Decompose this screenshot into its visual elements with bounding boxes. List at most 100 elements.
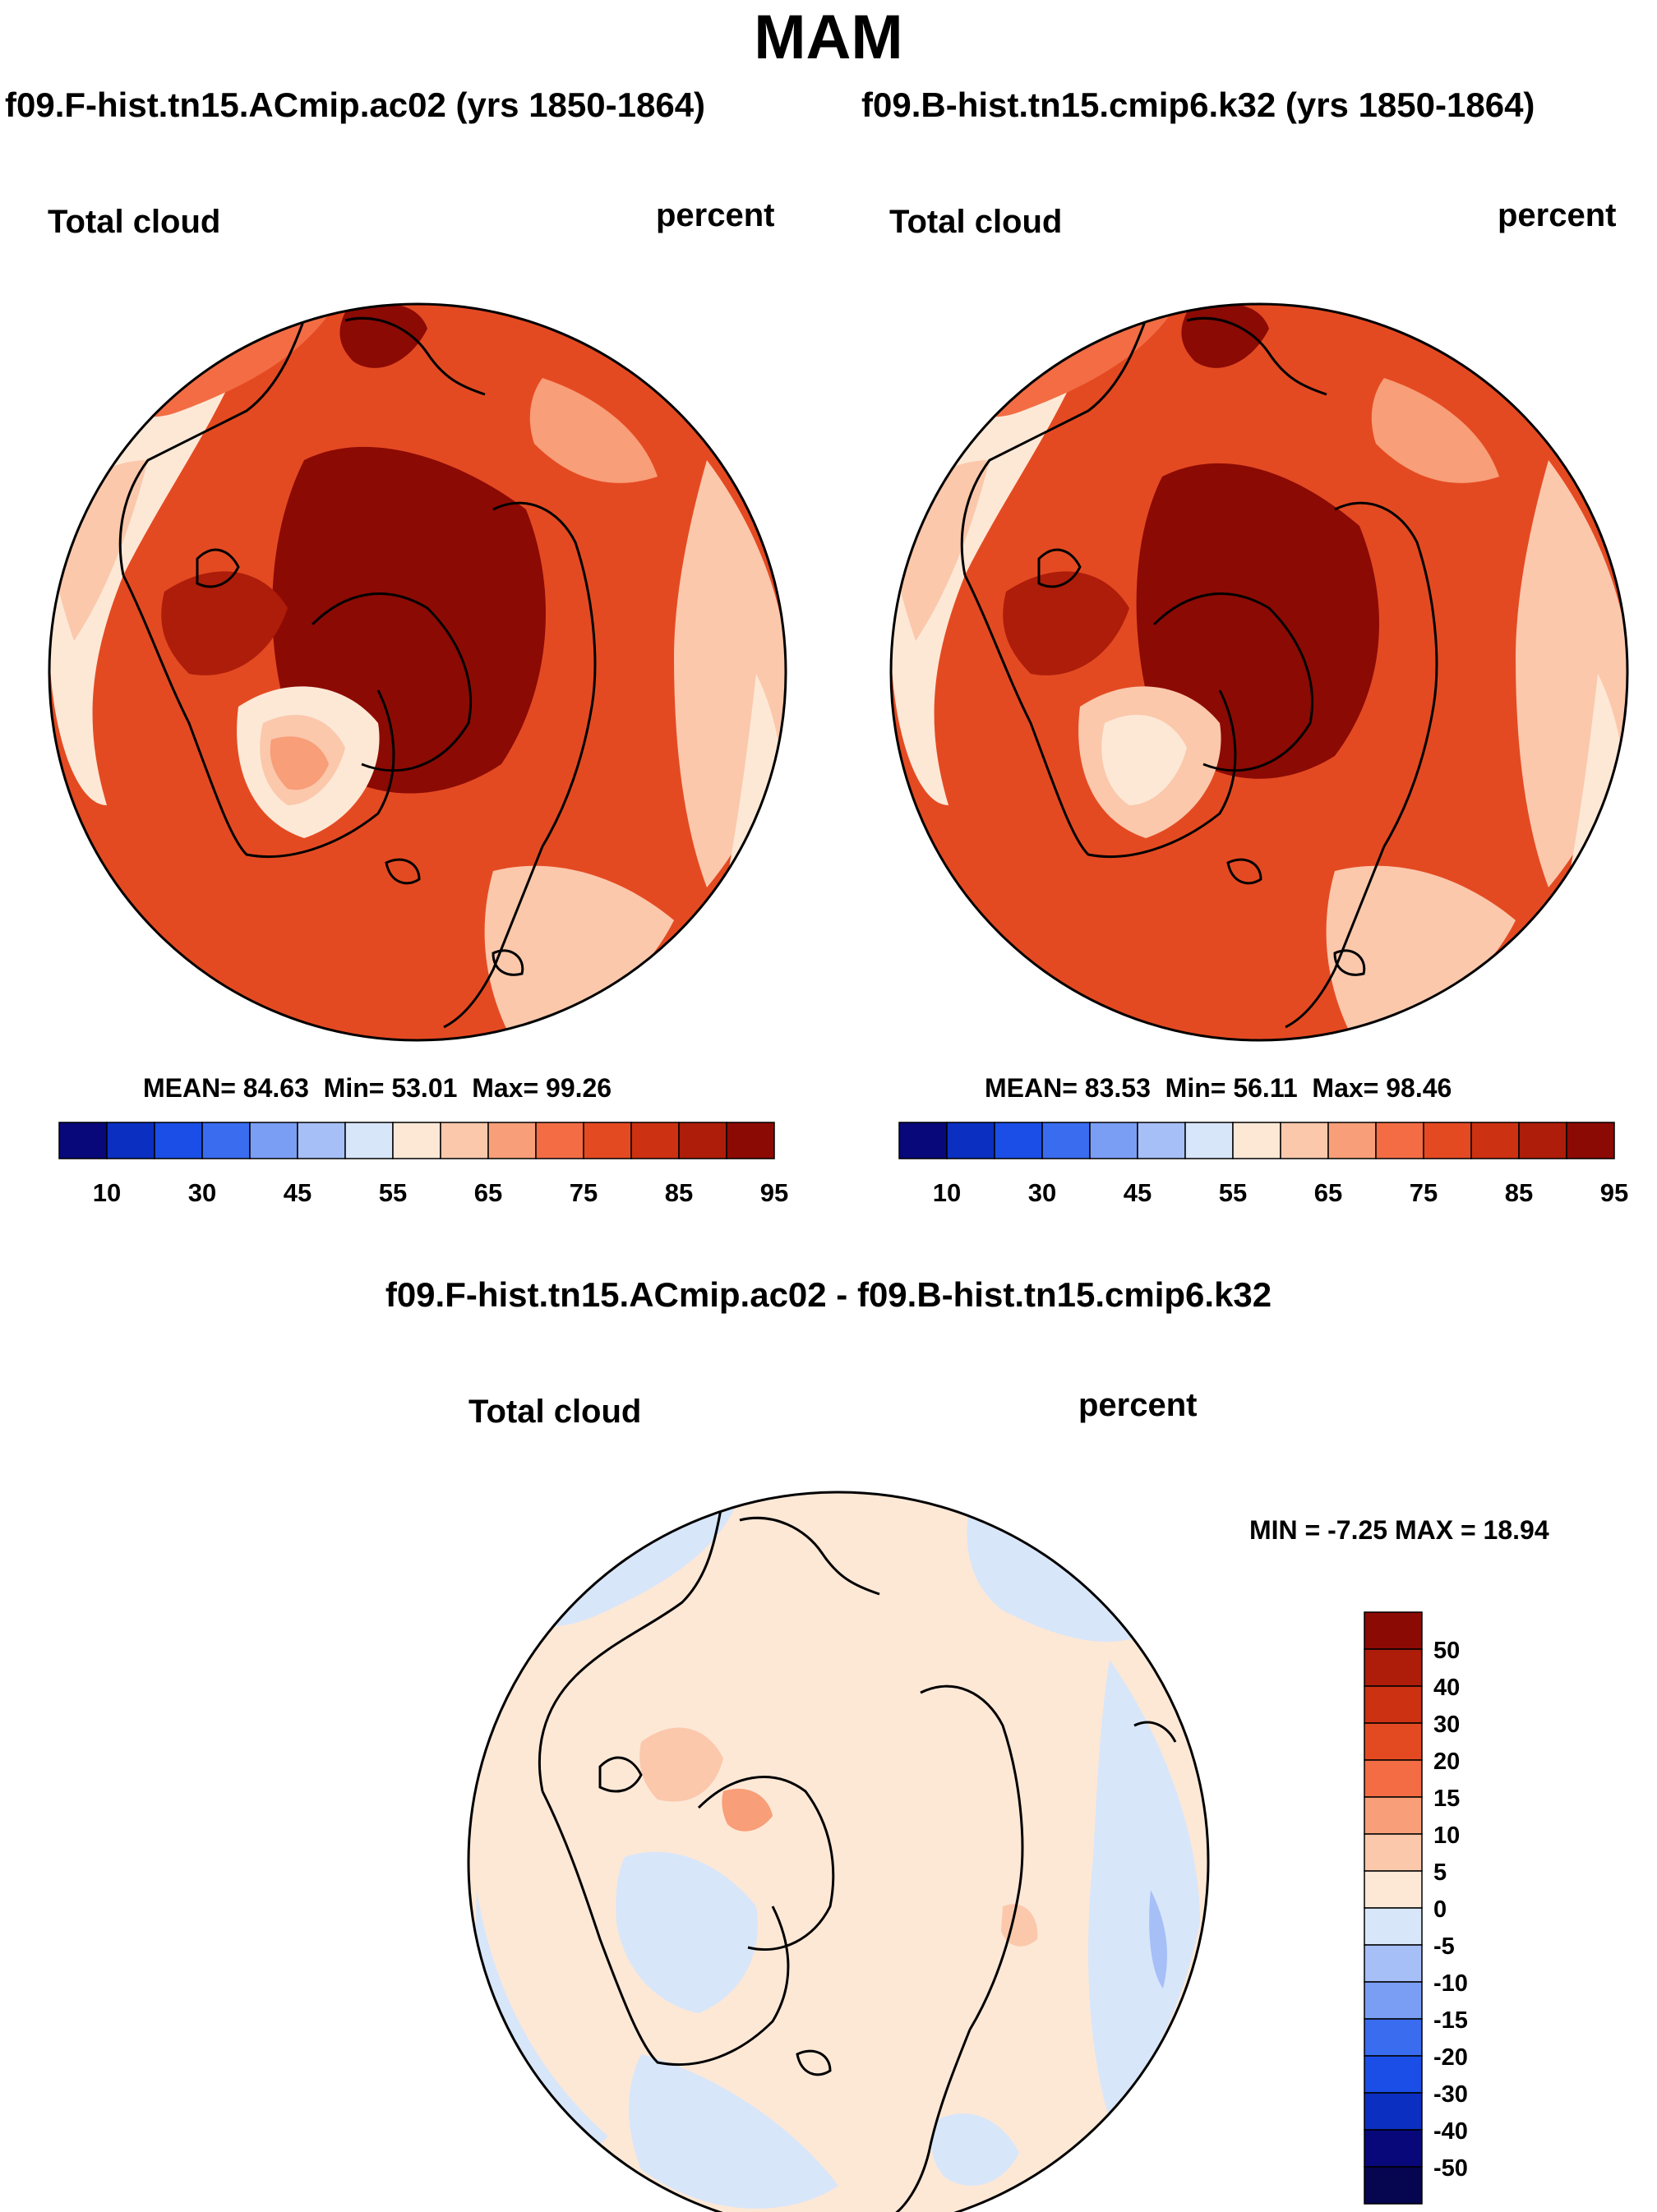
difference-title: f09.F-hist.tn15.ACmip.ac02 - f09.B-hist.… (385, 1275, 1272, 1314)
left-stats: MEAN= 84.63 Min= 53.01 Max= 99.26 (143, 1073, 612, 1103)
right-field-europe (1326, 865, 1516, 1035)
colorbar-swatch (1364, 1833, 1423, 1872)
colorbar-swatch (1375, 1122, 1424, 1159)
left-coastlines (118, 304, 597, 1029)
colorbar-tick-label: 75 (570, 1178, 598, 1207)
difference-polar-map (467, 1491, 1210, 2212)
colorbar-swatch (1364, 1907, 1423, 1946)
colorbar-swatch (201, 1122, 251, 1159)
diff-field-archipelago-positive (639, 1727, 723, 1802)
diff-field-east-edge (1088, 1660, 1200, 2120)
colorbar-tick-label: -15 (1433, 2007, 1468, 2034)
colorbar-tick-label: 30 (1433, 1712, 1460, 1738)
colorbar-tick-label: 65 (474, 1178, 502, 1207)
colorbar-swatch (106, 1122, 155, 1159)
colorbar-tick-label: 10 (93, 1178, 121, 1207)
diff-field-northeast (967, 1504, 1142, 1643)
colorbar-swatch (1041, 1122, 1091, 1159)
colorbar-tick-label: 10 (1433, 1823, 1460, 1849)
colorbar-swatch (898, 1122, 948, 1159)
colorbar-swatch (1423, 1122, 1472, 1159)
colorbar-swatch (249, 1122, 298, 1159)
colorbar-tick-label: -5 (1433, 1933, 1455, 1960)
colorbar-swatch (678, 1122, 727, 1159)
colorbar-swatch (154, 1122, 203, 1159)
diff-field-east-negative (1149, 1890, 1167, 1988)
colorbar-tick-label: 85 (1505, 1178, 1533, 1207)
diff-field-south-atlantic (629, 2054, 838, 2209)
colorbar-tick-label: 30 (1028, 1178, 1056, 1207)
colorbar-tick-label: 0 (1433, 1896, 1447, 1923)
left-map-frame (48, 302, 787, 1042)
colorbar-tick-label: 95 (1600, 1178, 1628, 1207)
left-field-europe (484, 865, 674, 1035)
colorbar-swatch (1280, 1122, 1329, 1159)
left-field-east-edge (674, 460, 786, 887)
left-colorbar: 10 30 45 55 65 75 85 95 (58, 1122, 788, 1207)
colorbar-swatch (1184, 1122, 1234, 1159)
right-stats: MEAN= 83.53 Min= 56.11 Max= 98.46 (985, 1073, 1452, 1103)
colorbar-tick-label: 75 (1410, 1178, 1438, 1207)
colorbar-swatch (1232, 1122, 1281, 1159)
right-field-siberia (1371, 378, 1499, 483)
colorbar-swatch (58, 1122, 108, 1159)
colorbar-swatch (487, 1122, 537, 1159)
colorbar-tick-label: -20 (1433, 2044, 1468, 2071)
diff-map-frame (467, 1491, 1210, 2212)
right-colorbar: 10 30 45 55 65 75 85 95 (898, 1122, 1628, 1207)
colorbar-tick-label: 65 (1314, 1178, 1342, 1207)
colorbar-swatch (535, 1122, 584, 1159)
diff-field-scandinavia (931, 2113, 1019, 2186)
colorbar-swatch (726, 1122, 775, 1159)
colorbar-tick-label: 10 (933, 1178, 961, 1207)
colorbar-tick-label: 45 (284, 1178, 312, 1207)
colorbar-swatch (630, 1122, 680, 1159)
right-units-label: percent (1498, 197, 1617, 233)
colorbar-swatch (1566, 1122, 1615, 1159)
colorbar-tick-label: 30 (188, 1178, 216, 1207)
colorbar-swatch (1089, 1122, 1138, 1159)
colorbar-tick-label: 20 (1433, 1749, 1460, 1775)
colorbar-tick-label: 5 (1433, 1859, 1447, 1886)
diff-units-label: percent (1078, 1387, 1198, 1423)
left-field-bering (339, 304, 427, 368)
colorbar-tick-label: 15 (1433, 1786, 1460, 1812)
right-field-canada (1003, 571, 1129, 675)
right-field-east-edge (1516, 460, 1627, 887)
colorbar-tick-label: -30 (1433, 2081, 1468, 2108)
right-run-title: f09.B-hist.tn15.cmip6.k32 (yrs 1850-1864… (861, 85, 1535, 124)
right-coastlines (960, 304, 1438, 1029)
colorbar-swatch (583, 1122, 632, 1159)
right-map-frame (889, 302, 1629, 1042)
colorbar-swatch (1364, 2129, 1423, 2168)
left-run-title: f09.F-hist.tn15.ACmip.ac02 (yrs 1850-186… (5, 85, 706, 124)
colorbar-swatch (1364, 2018, 1423, 2057)
colorbar-swatch (392, 1122, 441, 1159)
right-field-arctic-ocean (1136, 463, 1379, 779)
colorbar-swatch (1470, 1122, 1520, 1159)
colorbar-tick-label: 95 (760, 1178, 788, 1207)
diff-variable-label: Total cloud (468, 1394, 642, 1430)
left-units-label: percent (656, 197, 775, 233)
diff-field-baffin-positive (722, 1788, 773, 1832)
colorbar-tick-label: 55 (379, 1178, 407, 1207)
colorbar-swatch (1518, 1122, 1567, 1159)
colorbar-swatch (1327, 1122, 1377, 1159)
left-polar-map (48, 302, 787, 1042)
colorbar-tick-label: 50 (1433, 1638, 1460, 1664)
right-field-bering (1181, 304, 1269, 368)
left-field-siberia (529, 378, 658, 483)
left-field-canada (161, 571, 288, 675)
diff-coastlines (538, 1495, 1177, 2212)
left-field-greenland-inner (270, 736, 329, 790)
right-polar-map (889, 302, 1629, 1042)
colorbar-swatch (1364, 1722, 1423, 1761)
colorbar-swatch (1364, 1685, 1423, 1724)
colorbar-tick-label: 40 (1433, 1675, 1460, 1701)
left-variable-label: Total cloud (48, 204, 221, 240)
right-field-greenland-core (1101, 715, 1187, 805)
colorbar-swatch (1364, 2092, 1423, 2131)
right-variable-label: Total cloud (889, 204, 1063, 240)
